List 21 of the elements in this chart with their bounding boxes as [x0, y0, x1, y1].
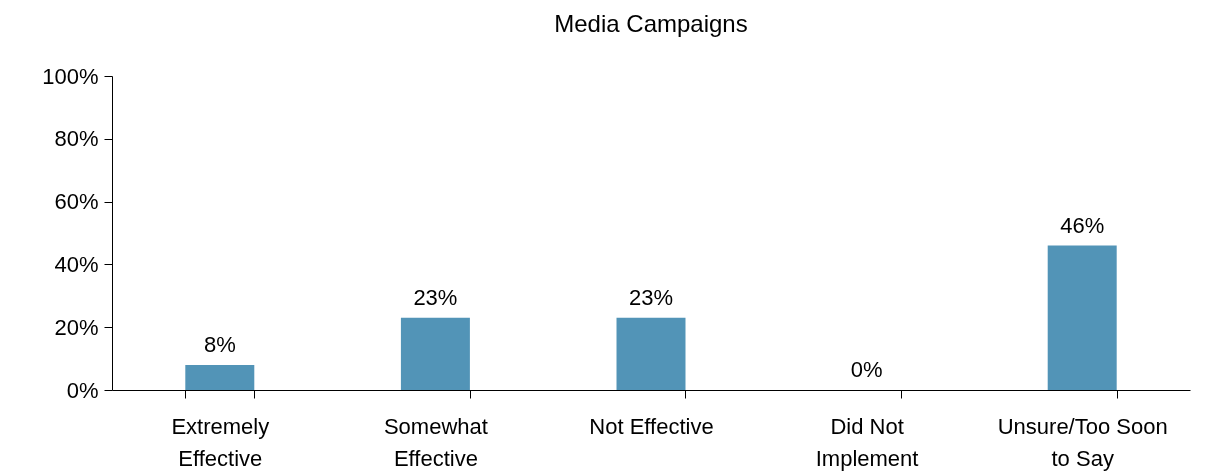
y-tick-label: 20%	[54, 314, 99, 340]
x-tick-label: Somewhat Effective	[383, 413, 488, 471]
data-label: 46%	[1060, 212, 1105, 238]
bar	[616, 317, 686, 390]
y-tick-label: 80%	[54, 126, 99, 152]
y-tick-label: 0%	[66, 377, 99, 403]
bar	[185, 364, 255, 390]
x-tick-label: Did Not Implement	[815, 413, 919, 471]
data-label: 23%	[413, 284, 458, 310]
bar	[400, 317, 470, 390]
data-label: 8%	[203, 331, 236, 357]
y-tick-label: 60%	[54, 189, 99, 215]
data-label: 23%	[628, 284, 674, 310]
x-tick-label: Not Effective	[589, 413, 714, 439]
x-tick-label: Unsure/Too Soon to Say	[997, 413, 1168, 471]
bar	[1047, 245, 1117, 390]
y-tick-label: 100%	[42, 63, 99, 89]
data-label: 0%	[850, 357, 883, 382]
x-tick-label: Extremely Effective	[171, 413, 270, 471]
y-tick-label: 40%	[54, 251, 99, 277]
chart-title: Media Campaigns	[554, 10, 748, 37]
